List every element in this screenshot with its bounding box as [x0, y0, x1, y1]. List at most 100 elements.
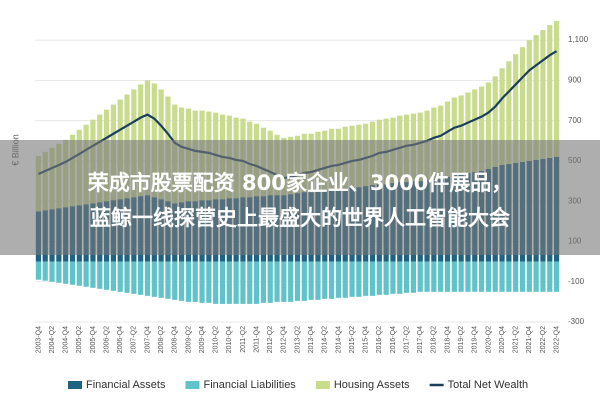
x-tick-label: 2006-Q4 — [117, 326, 124, 353]
bar — [431, 261, 437, 292]
x-tick-label: 2018-Q4 — [444, 326, 451, 353]
y-tick-label: 900 — [568, 76, 582, 85]
bar — [213, 261, 219, 304]
bar — [63, 261, 69, 284]
bar — [158, 261, 164, 298]
bar — [308, 261, 314, 300]
bar — [444, 101, 451, 178]
legend-label: Financial Assets — [86, 379, 166, 391]
bar — [492, 76, 498, 167]
legend-label: Financial Liabilities — [203, 379, 296, 391]
x-tick-label: 2008-Q2 — [158, 326, 165, 353]
bar — [260, 261, 266, 303]
bar — [526, 40, 532, 161]
x-tick-label: 2022-Q2 — [540, 326, 547, 353]
y-tick-label: -100 — [568, 277, 585, 286]
banner-line: 蓝鲸一线探营史上最盛大的世界人工智能大会 — [90, 206, 510, 230]
x-tick-label: 2010-Q2 — [213, 326, 220, 353]
x-tick-label: 2004-Q4 — [63, 326, 70, 353]
bar — [547, 25, 553, 158]
bar — [49, 261, 55, 282]
bar — [131, 261, 137, 294]
bar — [301, 261, 307, 301]
legend-swatch — [68, 381, 82, 389]
bar — [451, 97, 457, 176]
bar — [451, 261, 457, 292]
x-tick-label: 2008-Q4 — [172, 326, 179, 353]
x-tick-label: 2005-Q4 — [90, 326, 97, 353]
bar — [138, 261, 144, 295]
bar — [56, 261, 62, 283]
bar — [104, 261, 110, 290]
bar — [554, 21, 560, 157]
bar — [547, 261, 553, 292]
bar — [479, 86, 485, 171]
bar — [267, 261, 273, 303]
x-tick-label: 2009-Q4 — [199, 326, 206, 353]
bar — [35, 261, 41, 280]
x-tick-label: 2007-Q2 — [131, 326, 138, 353]
x-tick-label: 2021-Q2 — [513, 326, 520, 353]
bar — [513, 261, 519, 292]
bar — [144, 80, 151, 196]
bar — [172, 261, 178, 300]
bar — [479, 261, 485, 292]
bar — [444, 261, 451, 292]
bar — [519, 261, 526, 292]
x-tick-label: 2012-Q2 — [267, 326, 274, 353]
bar — [526, 261, 532, 292]
x-tick-label: 2011-Q2 — [240, 326, 247, 353]
bar — [144, 261, 151, 296]
bar — [274, 261, 280, 302]
banner: 荣成市股票配资 800家企业、3000件展品， 蓝鲸一线探营史上最盛大的世界人工… — [0, 140, 600, 255]
bar — [554, 261, 560, 292]
bar — [83, 261, 89, 287]
bar — [335, 261, 341, 298]
bar — [458, 261, 464, 292]
bar — [151, 261, 157, 297]
bar — [485, 261, 491, 292]
bar — [110, 261, 116, 291]
bar — [42, 261, 48, 281]
bar — [254, 261, 260, 304]
x-tick-label: 2014-Q2 — [322, 326, 329, 353]
bar — [315, 261, 321, 300]
bar — [76, 261, 82, 286]
bar — [404, 261, 410, 293]
x-tick-label: 2019-Q2 — [458, 326, 465, 353]
bar — [90, 261, 96, 288]
x-tick-label: 2021-Q4 — [526, 326, 533, 353]
x-tick-label: 2013-Q4 — [308, 326, 315, 353]
banner-background — [0, 140, 600, 255]
bar — [117, 261, 123, 292]
bar — [417, 261, 423, 292]
bar — [192, 261, 198, 302]
bar — [185, 261, 191, 302]
x-tick-label: 2004-Q2 — [49, 326, 56, 353]
legend-swatch — [185, 381, 200, 389]
x-tick-label: 2007-Q4 — [144, 326, 151, 353]
bar — [506, 61, 512, 164]
bar — [294, 261, 301, 301]
x-tick-label: 2017-Q4 — [417, 326, 424, 353]
bar — [485, 82, 491, 169]
bar — [206, 261, 212, 303]
x-tick-label: 2017-Q2 — [403, 326, 410, 353]
banner-line: 荣成市股票配资 800家企业、3000件展品， — [87, 171, 513, 195]
bar — [247, 261, 253, 304]
bar — [199, 261, 205, 303]
bar — [329, 261, 335, 299]
bar — [124, 261, 130, 293]
x-tick-label: 2006-Q2 — [103, 326, 110, 353]
bar — [233, 261, 239, 304]
bar — [492, 261, 498, 292]
x-tick-label: 2019-Q4 — [472, 326, 479, 353]
bar — [322, 261, 328, 299]
bar — [69, 261, 76, 285]
x-tick-label: 2015-Q4 — [363, 326, 370, 353]
bar — [240, 261, 246, 304]
bar — [97, 261, 103, 289]
bar — [281, 261, 287, 302]
y-tick-label: 1,100 — [568, 35, 589, 44]
